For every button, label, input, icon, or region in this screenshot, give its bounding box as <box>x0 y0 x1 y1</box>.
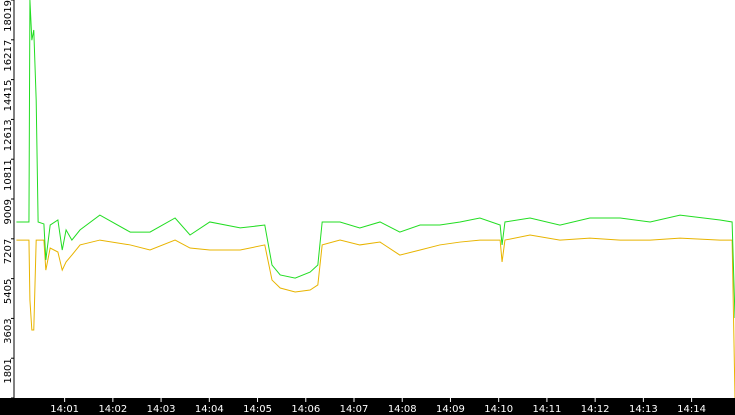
y-tick-label: 14415 <box>3 80 14 112</box>
x-tick-label: 14:10 <box>484 404 513 415</box>
y-tick-label: 10811 <box>3 159 14 191</box>
series-line <box>16 234 735 399</box>
x-tick-label: 14:14 <box>677 404 706 415</box>
y-tick-label: 18019 <box>3 0 14 32</box>
x-tick-label: 14:13 <box>629 404 658 415</box>
x-tick-label: 14:05 <box>243 404 272 415</box>
x-tick-label: 14:06 <box>291 404 320 415</box>
y-tick-label: 5405 <box>3 279 14 304</box>
y-tick-label: 1801 <box>3 358 14 383</box>
x-tick-label: 14:11 <box>532 404 561 415</box>
x-tick-label: 14:01 <box>50 404 79 415</box>
x-tick-label: 14:02 <box>98 404 127 415</box>
x-axis-band <box>0 398 735 415</box>
x-tick-label: 14:09 <box>436 404 465 415</box>
y-tick-label: 9009 <box>3 199 14 224</box>
x-tick-label: 14:03 <box>147 404 176 415</box>
x-tick-label: 14:07 <box>340 404 369 415</box>
x-tick-label: 14:12 <box>581 404 610 415</box>
y-tick-label: 0 <box>3 398 14 404</box>
y-tick-label: 7207 <box>3 239 14 264</box>
x-tick-label: 14:04 <box>195 404 224 415</box>
series-line <box>16 0 735 319</box>
y-tick-label: 16217 <box>3 40 14 72</box>
y-tick-label: 12613 <box>3 119 14 151</box>
x-tick-label: 14:08 <box>388 404 417 415</box>
y-tick-label: 3603 <box>3 318 14 343</box>
